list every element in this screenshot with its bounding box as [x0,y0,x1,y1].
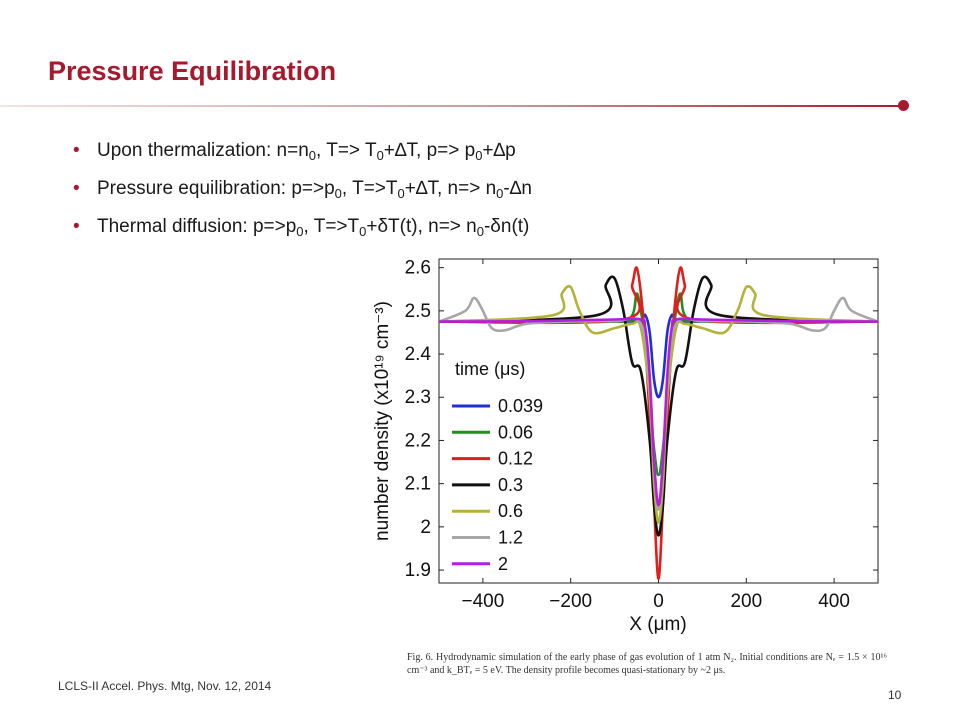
bullet-marker: • [73,216,80,237]
y-tick-label: 2.2 [405,430,431,451]
bullet-list: • Upon thermalization: n=n0, T=> T0+∆T, p… [73,138,532,252]
series-line-0.3 [439,275,878,537]
bullet-thermalization: • Upon thermalization: n=n0, T=> T0+∆T, p… [73,138,532,176]
legend-label: 0.6 [498,501,523,521]
slide-title: Pressure Equilibration [48,56,337,86]
series-line-0.12 [439,266,878,580]
y-tick-label: 1.9 [405,560,431,581]
y-tick-label: 2.3 [405,387,431,408]
y-tick-label: 2 [420,517,431,538]
bullet-text: Thermal diffusion: p=>p0, T=>T0+δT(t), n… [97,216,530,239]
title-divider-dot [898,100,909,111]
y-axis-label: number density (x10¹⁹ cm⁻³) [372,301,393,541]
axis-ticks: −400 −200 0 200 400 1.9 2 2.1 2.2 2.3 2.4 2.5 2.6 [405,258,878,612]
legend: time (μs) 0.039 0.06 0.12 0.3 0.6 1.2 2 [452,359,543,574]
bullet-thermal-diffusion: • Thermal diffusion: p=>p0, T=>T0+δT(t), … [73,214,532,252]
x-tick-label: 200 [730,591,762,612]
x-tick-label: −400 [462,591,505,612]
x-tick-label: 0 [653,591,664,612]
footer-text: LCLS-II Accel. Phys. Mtg, Nov. 12, 2014 [58,679,272,693]
series-line-0.6 [439,284,878,524]
legend-label: 0.3 [498,475,523,495]
y-tick-label: 2.1 [405,474,431,495]
density-chart: −400 −200 0 200 400 1.9 2 2.1 2.2 2.3 2.4 2.5 2.6 ti… [372,258,879,635]
legend-label: 1.2 [498,528,523,548]
series-lines [439,266,878,580]
series-line-1.2 [439,296,878,511]
y-tick-label: 2.6 [405,258,431,279]
x-tick-label: 400 [818,591,850,612]
series-line-2 [439,317,878,507]
title-divider [0,105,906,107]
legend-label: 0.06 [498,422,533,442]
series-line-0.06 [439,292,878,477]
legend-title: time (μs) [455,359,525,379]
y-tick-label: 2.5 [405,301,431,322]
figure-caption: Fig. 6. Hydrodynamic simulation of the e… [407,652,887,676]
bullet-text: Pressure equilibration: p=>p0, T=>T0+∆T,… [97,178,532,201]
bullet-pressure-equilibration: • Pressure equilibration: p=>p0, T=>T0+∆T… [73,176,532,214]
legend-label: 0.039 [498,396,543,416]
bullet-text: Upon thermalization: n=n0, T=> T0+∆T, p=… [97,140,516,163]
bullet-marker: • [73,140,80,161]
legend-label: 2 [498,554,508,574]
x-tick-label: −200 [549,591,592,612]
legend-label: 0.12 [498,449,533,469]
y-tick-label: 2.4 [405,344,432,365]
x-axis-label: X (μm) [629,614,686,635]
plot-area [438,258,879,584]
page-number: 10 [888,688,902,702]
bullet-marker: • [73,178,80,199]
